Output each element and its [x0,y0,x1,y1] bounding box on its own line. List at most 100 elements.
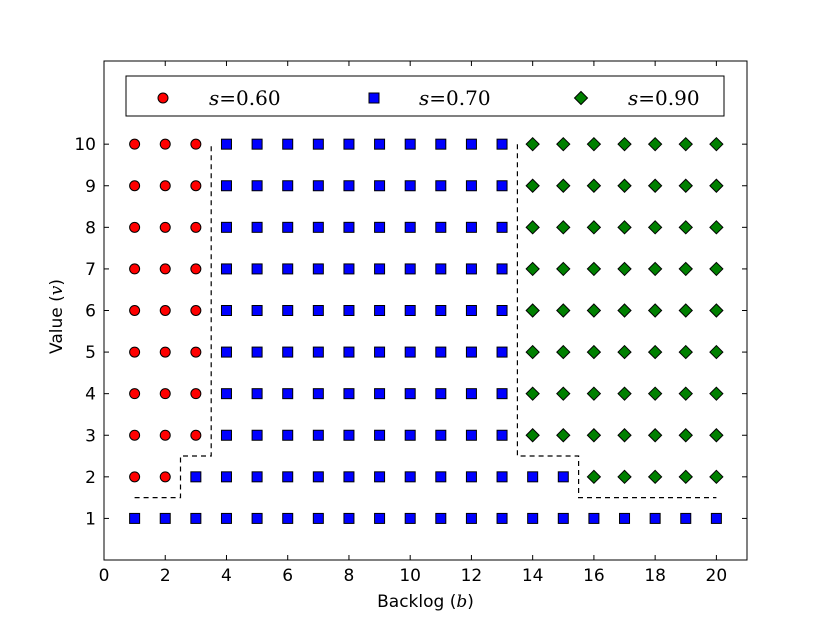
marker-square [496,429,508,441]
marker-circle [190,138,202,150]
marker-diamond [617,386,632,401]
marker-square [435,305,447,316]
marker-circle [190,429,202,441]
marker-diamond [525,344,540,360]
legend-entry-1: s=0.60 [209,86,281,110]
marker-square [404,388,416,400]
marker-square [374,138,386,150]
marker-square [220,180,232,192]
marker-diamond [709,220,724,235]
marker-circle [190,221,202,233]
marker-diamond [678,469,693,485]
marker-square [465,180,477,192]
marker-square [312,512,324,524]
marker-square [404,180,416,192]
marker-square [404,138,416,150]
marker-square [465,388,477,400]
marker-square [282,429,294,441]
marker-circle [159,388,171,400]
y-axis-label-text: Value [47,307,67,354]
marker-square [343,138,355,150]
marker-square [557,471,569,483]
marker-diamond [525,386,540,401]
marker-circle [129,471,141,483]
marker-diamond [647,303,663,318]
marker-square [619,512,631,524]
legend-markers [157,90,589,106]
marker-diamond [556,344,571,360]
marker-square [282,346,294,358]
marker-diamond [647,469,663,485]
marker-diamond [647,220,663,235]
marker-square [496,138,508,150]
marker-square [220,263,232,275]
marker-diamond [525,220,540,235]
boundary-line-2 [516,144,717,499]
marker-circle [159,138,171,150]
y-tick-label: 4 [85,385,96,405]
marker-square [312,180,324,192]
marker-square [496,305,508,316]
marker-diamond [709,386,724,401]
marker-diamond [678,428,693,443]
x-tick-label: 4 [221,566,232,586]
marker-diamond [678,261,693,277]
marker-diamond [586,303,602,318]
marker-diamond [617,428,632,443]
marker-square [496,512,508,524]
y-tick-label: 5 [85,343,96,363]
marker-square [343,429,355,441]
marker-square [159,512,171,524]
marker-circle [159,346,171,358]
marker-square [220,346,232,358]
marker-square [496,471,508,483]
x-tick-label: 20 [706,566,728,586]
marker-diamond [525,428,540,443]
marker-square [435,180,447,192]
marker-diamond [556,136,571,152]
marker-diamond [556,428,571,443]
marker-square [251,471,263,483]
marker-square [282,388,294,400]
data-markers [129,136,724,524]
marker-square [282,471,294,483]
marker-square [465,346,477,358]
marker-circle [129,346,141,358]
marker-square [404,263,416,275]
x-tick-label: 8 [344,566,355,586]
marker-circle [190,263,202,275]
marker-square [282,263,294,275]
x-tick-label: 14 [522,566,544,586]
marker-diamond [678,136,693,152]
marker-square [251,138,263,150]
boundary-line-1 [134,144,212,499]
marker-diamond [586,428,602,443]
y-axis-label-open: ( [47,295,67,307]
legend-frame [125,75,725,117]
marker-diamond [678,178,693,193]
marker-square [527,471,539,483]
marker-square [220,429,232,441]
marker-square [343,305,355,316]
marker-diamond [525,303,540,318]
legend-entry-3-label: =0.90 [638,86,699,110]
marker-diamond [617,136,632,152]
marker-diamond [525,261,540,277]
marker-diamond [617,261,632,277]
marker-square [312,471,324,483]
y-tick-label: 7 [85,260,96,280]
x-axis-label: Backlog (b) [377,592,474,612]
marker-diamond [709,178,724,193]
marker-diamond [586,136,602,152]
marker-square [129,512,141,524]
marker-circle [190,346,202,358]
marker-square [465,221,477,233]
marker-square [251,263,263,275]
marker-diamond [709,428,724,443]
y-axis-label-symbol: v [47,285,67,295]
marker-square [282,305,294,316]
marker-square [465,429,477,441]
marker-diamond [556,303,571,318]
